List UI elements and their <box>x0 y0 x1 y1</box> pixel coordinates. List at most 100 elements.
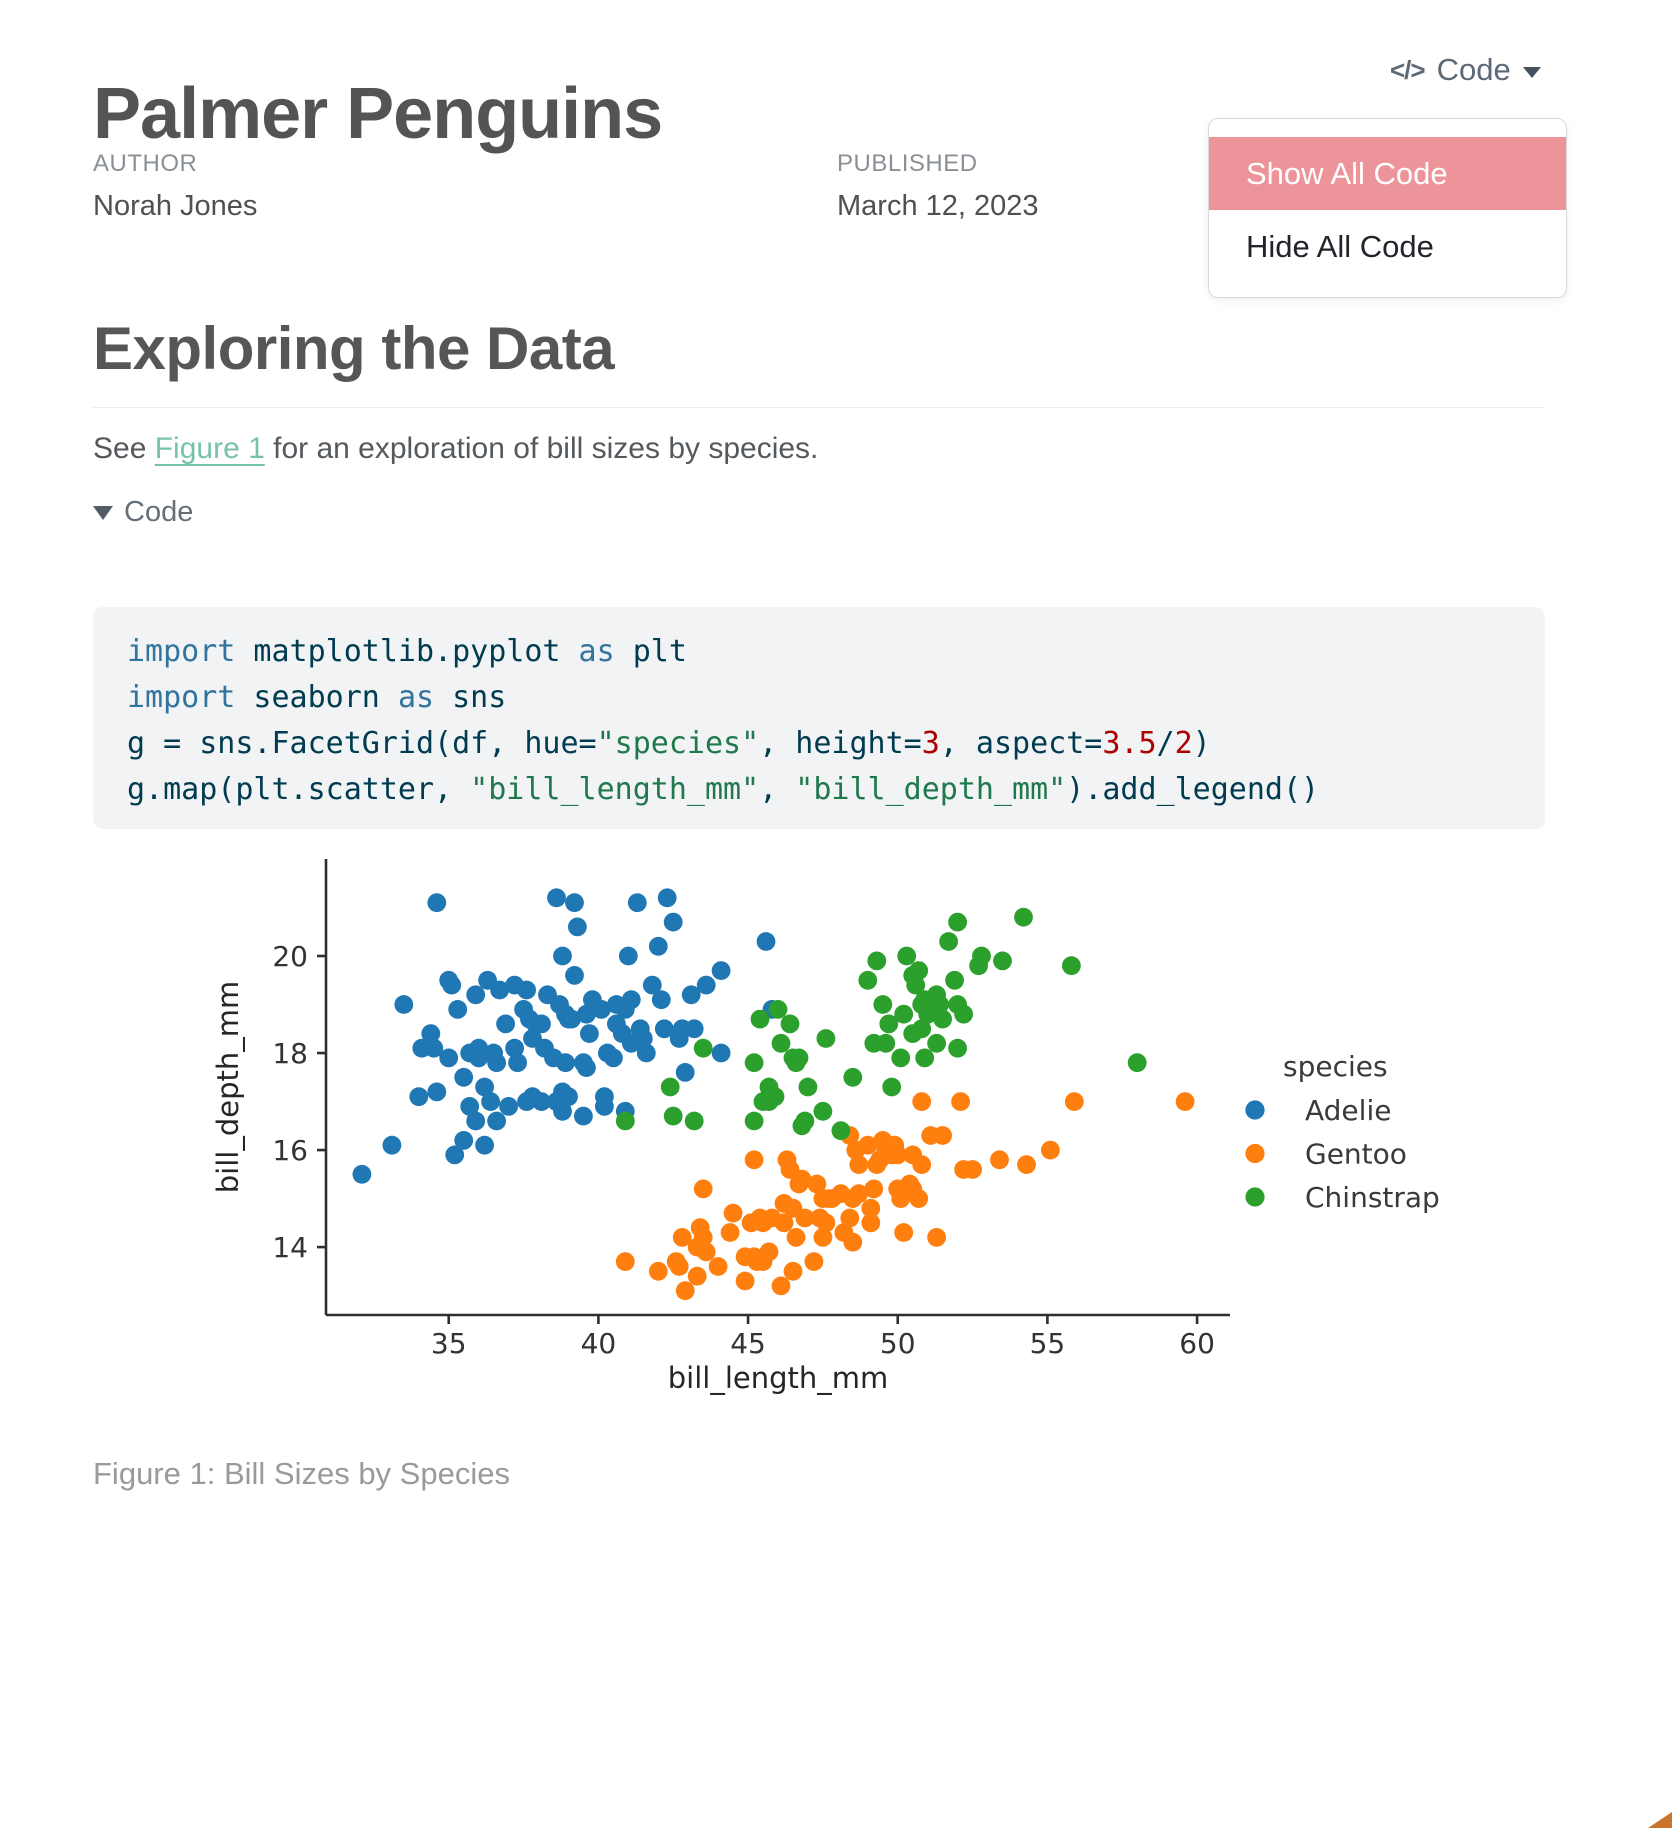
scatter-point-adelie <box>618 946 638 966</box>
scatter-point-gentoo <box>963 1160 982 1179</box>
scatter-point-chinstrap <box>948 1038 967 1058</box>
code-tools-menu-button[interactable]: </> Code <box>1390 52 1541 88</box>
scatter-point-adelie <box>460 1097 480 1116</box>
x-tick-label: 60 <box>1179 1327 1215 1360</box>
scatter-point-adelie <box>711 1043 731 1063</box>
scatter-point-gentoo <box>858 1135 878 1155</box>
scatter-point-adelie <box>657 888 677 908</box>
scatter-point-adelie <box>475 1077 494 1097</box>
x-tick-label: 45 <box>730 1327 766 1360</box>
scatter-point-adelie <box>454 1131 474 1150</box>
scatter-point-gentoo <box>708 1257 728 1276</box>
scatter-point-chinstrap <box>897 946 917 966</box>
scatter-point-chinstrap <box>972 946 991 966</box>
scatter-point-chinstrap <box>954 1004 973 1024</box>
scatter-point-chinstrap <box>768 1000 788 1019</box>
x-tick-label: 50 <box>880 1327 916 1360</box>
scatter-point-gentoo <box>759 1242 779 1262</box>
code-block: import matplotlib.pyplot as plt import se… <box>93 607 1545 829</box>
scatter-point-chinstrap <box>1014 907 1033 927</box>
scatter-point-adelie <box>517 980 536 1000</box>
scatter-point-gentoo <box>783 1261 803 1281</box>
y-tick-label: 20 <box>272 940 308 973</box>
scatter-point-adelie <box>568 917 587 937</box>
triangle-down-icon <box>93 505 113 520</box>
scatter-point-adelie <box>684 1019 704 1039</box>
scatter-point-gentoo <box>795 1208 815 1228</box>
figure-1-link[interactable]: Figure 1 <box>154 432 265 465</box>
scatter-point-chinstrap <box>876 1033 896 1053</box>
scatter-point-chinstrap <box>693 1038 713 1058</box>
scatter-point-adelie <box>621 990 641 1010</box>
scatter-point-adelie <box>469 1038 489 1058</box>
legend-marker-gentoo <box>1245 1143 1265 1164</box>
scatter-point-chinstrap <box>909 961 929 980</box>
scatter-point-gentoo <box>1017 1155 1036 1174</box>
scatter-point-gentoo <box>861 1198 881 1218</box>
code-fold-toggle[interactable]: Code <box>93 496 193 529</box>
scatter-point-chinstrap <box>843 1067 863 1087</box>
scatter-point-adelie <box>580 1024 599 1043</box>
scatter-point-adelie <box>756 932 776 951</box>
menu-item-hide-all-code[interactable]: Hide All Code <box>1246 228 1434 264</box>
scatter-point-gentoo <box>669 1257 689 1276</box>
scatter-point-gentoo <box>1064 1092 1084 1111</box>
scatter-point-gentoo <box>735 1271 755 1291</box>
scatter-point-chinstrap <box>744 1053 764 1073</box>
scatter-point-gentoo <box>1175 1092 1195 1111</box>
code-tools-dropdown: Show All Code Hide All Code <box>1208 118 1567 298</box>
scatter-point-chinstrap <box>867 951 887 971</box>
scatter-point-adelie <box>445 1145 465 1165</box>
scatter-point-adelie <box>487 1111 506 1131</box>
scatter-point-gentoo <box>927 1228 946 1247</box>
scatter-point-adelie <box>424 1038 444 1058</box>
scatter-point-adelie <box>532 1014 551 1034</box>
scatter-point-gentoo <box>1041 1140 1060 1160</box>
scatter-point-adelie <box>627 893 647 913</box>
scatter-point-gentoo <box>687 1266 707 1286</box>
scatter-point-gentoo <box>672 1228 692 1247</box>
scatter-point-chinstrap <box>906 975 926 995</box>
scatter-point-adelie <box>577 1004 596 1024</box>
scatter-point-adelie <box>696 975 716 995</box>
scatter-point-adelie <box>577 1058 596 1077</box>
scatter-point-chinstrap <box>993 951 1012 971</box>
scatter-point-chinstrap <box>915 1048 935 1068</box>
scatter-point-adelie <box>439 1048 459 1068</box>
scatter-point-adelie <box>636 1043 656 1063</box>
scatter-point-gentoo <box>843 1232 863 1252</box>
scatter-point-chinstrap <box>858 970 878 990</box>
scatter-point-adelie <box>499 1097 518 1116</box>
legend-label-chinstrap: Chinstrap <box>1305 1181 1440 1214</box>
scatter-point-chinstrap <box>744 1111 764 1131</box>
scatter-point-gentoo <box>933 1126 952 1145</box>
scatter-point-adelie <box>427 1082 447 1102</box>
scatter-point-gentoo <box>723 1203 743 1223</box>
scatter-point-gentoo <box>693 1228 713 1247</box>
scatter-point-gentoo <box>786 1228 806 1247</box>
menu-item-show-all-code[interactable]: Show All Code <box>1209 137 1566 210</box>
scatter-point-adelie <box>595 1097 614 1116</box>
x-tick-label: 55 <box>1030 1327 1066 1360</box>
scatter-point-adelie <box>517 1092 536 1111</box>
scatter-point-gentoo <box>807 1174 827 1194</box>
scatter-point-adelie <box>675 1063 695 1082</box>
scatter-point-chinstrap <box>891 1048 911 1068</box>
scatter-point-gentoo <box>849 1184 869 1204</box>
scatter-point-chinstrap <box>831 1121 851 1141</box>
code-icon: </> <box>1390 54 1426 85</box>
published-meta: PUBLISHED March 12, 2023 <box>837 150 1039 223</box>
scatter-point-gentoo <box>888 1145 908 1165</box>
scatter-point-chinstrap <box>945 970 964 990</box>
scatter-point-adelie <box>553 1101 572 1121</box>
scatter-point-adelie <box>487 1053 506 1073</box>
code-line: g.map(plt.scatter, "bill_length_mm", "bi… <box>127 772 1320 807</box>
scatter-point-chinstrap <box>927 1033 946 1053</box>
scatter-point-chinstrap <box>615 1111 635 1131</box>
legend-marker-adelie <box>1245 1100 1265 1120</box>
scatter-point-adelie <box>681 985 701 1005</box>
scatter-point-gentoo <box>894 1223 914 1242</box>
scatter-point-chinstrap <box>780 1014 800 1034</box>
scatter-point-gentoo <box>816 1213 836 1233</box>
scatter-point-adelie <box>565 966 584 985</box>
